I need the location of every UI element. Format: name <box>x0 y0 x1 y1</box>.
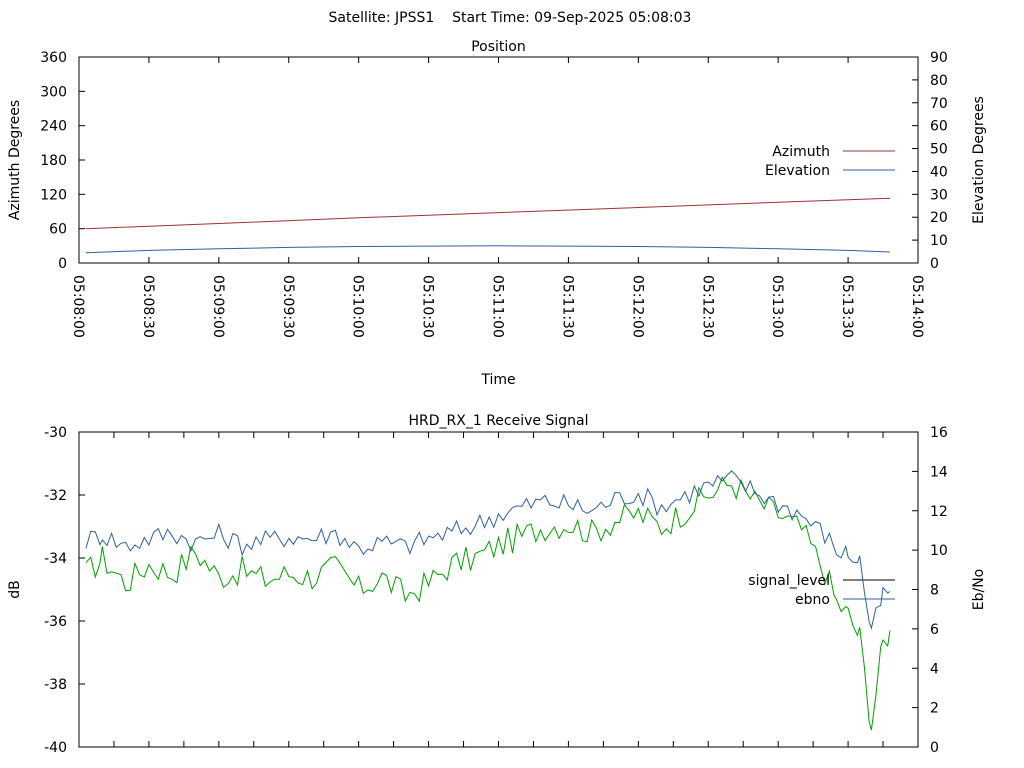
y-tick-label: -40 <box>44 740 67 756</box>
x-tick-label: 05:10:30 <box>420 275 436 338</box>
legend-label-Azimuth: Azimuth <box>772 144 830 160</box>
series-line-ebno <box>85 470 891 630</box>
y2-tick-label: 60 <box>930 119 948 135</box>
y-tick-label: 0 <box>58 256 67 272</box>
legend-label-signal_level: signal_level <box>748 573 830 589</box>
y2-tick-label: 0 <box>930 256 939 272</box>
y-tick-label: -38 <box>44 677 67 693</box>
y2-tick-label: 20 <box>930 210 948 226</box>
y-tick-label: 60 <box>49 222 67 238</box>
series-line-signal_level <box>85 476 891 731</box>
receive-signal-chart: HRD_RX_1 Receive Signal -40 -38 -36 -34 -32 -3… <box>7 413 987 756</box>
y2-tick-label: 40 <box>930 164 948 180</box>
y2-tick-label: 2 <box>930 701 939 717</box>
y2-tick-label: 70 <box>930 96 948 112</box>
y2-axis-label: Eb/No <box>971 569 987 611</box>
y2-tick-label: 4 <box>930 661 939 677</box>
x-tick-label: 05:13:00 <box>769 275 785 338</box>
x-tick-label: 05:11:00 <box>490 275 506 338</box>
position-chart: Position 0 60 120 180 240 300 360 0 10 20 30 40 50 60 7… <box>7 39 987 388</box>
y2-tick-label: 8 <box>930 583 939 599</box>
x-tick-label: 05:14:00 <box>909 275 925 338</box>
legend-label-Elevation: Elevation <box>765 163 830 179</box>
page-title: Satellite: JPSS1 Start Time: 09-Sep-2025… <box>329 10 692 26</box>
chart-title: HRD_RX_1 Receive Signal <box>409 413 589 429</box>
x-tick-label: 05:09:30 <box>280 275 296 338</box>
plot-frame <box>78 431 919 748</box>
y2-tick-label: 50 <box>930 142 948 158</box>
y2-tick-label: 16 <box>930 425 948 441</box>
y2-tick-label: 14 <box>930 464 948 480</box>
y-tick-label: 240 <box>40 119 67 135</box>
y-tick-label: 300 <box>40 84 67 100</box>
x-tick-label: 05:13:30 <box>839 275 855 338</box>
x-tick-label: 05:09:00 <box>210 275 226 338</box>
x-tick-label: 05:08:00 <box>70 275 86 338</box>
y-tick-label: -34 <box>44 551 67 567</box>
y2-tick-label: 80 <box>930 73 948 89</box>
y2-tick-label: 30 <box>930 187 948 203</box>
x-axis-label: Time <box>480 372 515 388</box>
y-axis-label: dB <box>7 580 23 599</box>
y2-tick-label: 6 <box>930 622 939 638</box>
y-tick-label: 180 <box>40 153 67 169</box>
y-tick-label: -36 <box>44 614 67 630</box>
y-tick-label: -32 <box>44 488 67 504</box>
x-tick-label: 05:11:30 <box>559 275 575 338</box>
y2-axis-label: Elevation Degrees <box>971 96 987 224</box>
y2-tick-label: 90 <box>930 50 948 66</box>
y2-tick-label: 10 <box>930 543 948 559</box>
y2-tick-label: 10 <box>930 233 948 249</box>
y-axis-label: Azimuth Degrees <box>7 100 23 220</box>
x-tick-label: 05:08:30 <box>140 275 156 338</box>
legend-label-ebno: ebno <box>795 592 830 608</box>
x-tick-label: 05:12:00 <box>629 275 645 338</box>
y2-tick-label: 12 <box>930 504 948 520</box>
series-line-Azimuth <box>85 197 891 230</box>
x-tick-label: 05:10:00 <box>350 275 366 338</box>
chart-title: Position <box>471 39 526 55</box>
y-tick-label: 120 <box>40 187 67 203</box>
y2-tick-label: 0 <box>930 740 939 756</box>
y-tick-label: 360 <box>40 50 67 66</box>
x-tick-label: 05:12:30 <box>699 275 715 338</box>
plot-frame <box>78 56 919 264</box>
y-tick-label: -30 <box>44 425 67 441</box>
series-line-Elevation <box>85 245 891 254</box>
